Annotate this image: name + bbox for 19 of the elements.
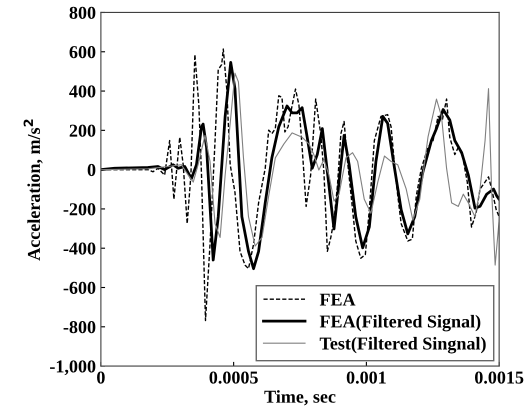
y-tick-label: -800 <box>64 321 96 334</box>
legend-label: FEA(Filtered Signal) <box>320 314 480 332</box>
y-axis-title: Acceleration, m/s$^{2}$ <box>24 120 43 261</box>
y-tick-label: 200 <box>70 124 96 137</box>
y-tick-label: -400 <box>64 242 96 255</box>
y-tick-label: 600 <box>70 46 96 58</box>
y-tick-label: -1,000 <box>50 360 96 376</box>
x-axis-title: Time, sec <box>264 390 336 406</box>
legend-label: FEA <box>320 294 356 306</box>
y-tick-label: 0 <box>88 164 96 176</box>
y-tick-label: 400 <box>69 85 96 98</box>
x-tick-label: 0.0015 <box>475 371 524 384</box>
y-tick-label: 800 <box>70 6 96 19</box>
y-tick-label: -600 <box>64 282 96 294</box>
legend-label: Test(Filtered Singnal) <box>320 336 486 354</box>
y-tick-label: -200 <box>64 203 96 216</box>
x-tick-label: 0.0005 <box>210 371 258 384</box>
x-tick-label: 0.001 <box>346 371 386 384</box>
x-tick-label: 0 <box>97 371 105 384</box>
